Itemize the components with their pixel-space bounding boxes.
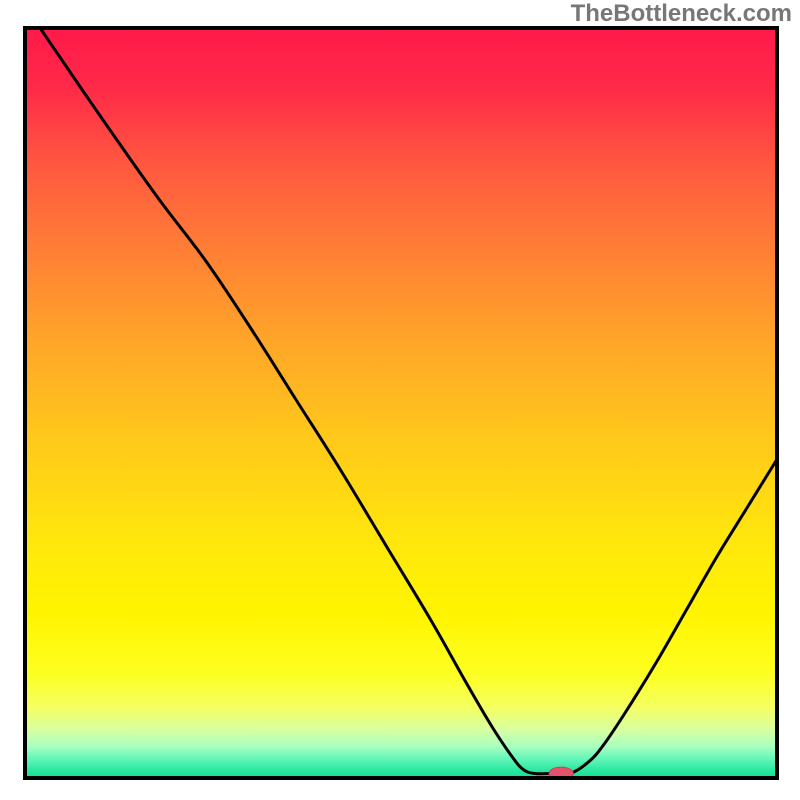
bottleneck-chart: TheBottleneck.com bbox=[0, 0, 800, 800]
watermark-text: TheBottleneck.com bbox=[571, 0, 792, 28]
plot-background bbox=[25, 28, 777, 778]
chart-svg bbox=[0, 0, 800, 800]
